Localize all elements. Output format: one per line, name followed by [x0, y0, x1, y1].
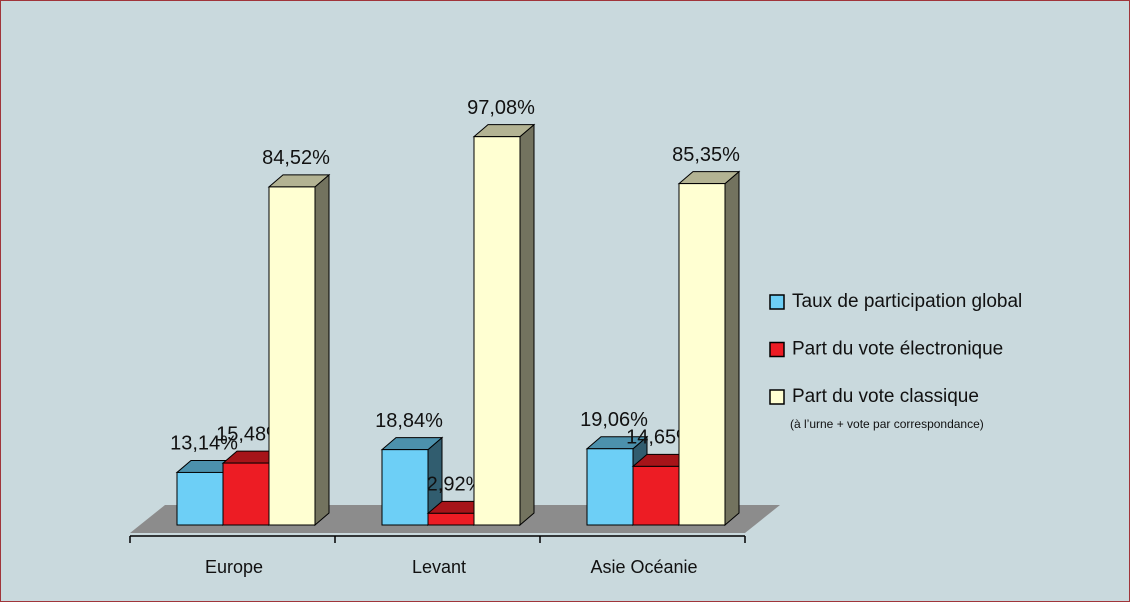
bar-front [473, 136, 521, 526]
legend-note: (à l’urne + vote par correspondance) [790, 417, 984, 431]
legend-swatch [769, 294, 785, 310]
legend-label: Part du vote classique [792, 386, 979, 407]
bar-front [586, 448, 634, 526]
bar-front [222, 462, 270, 526]
legend-swatch [769, 341, 785, 358]
x-tick-label: Levant [412, 557, 466, 577]
bar-front [632, 465, 680, 526]
x-tick-label: Europe [205, 557, 263, 577]
bar-front [678, 183, 726, 526]
bar [380, 436, 444, 527]
bar-side [519, 123, 535, 527]
data-label: 84,52% [262, 147, 330, 169]
data-label: 15,48% [216, 423, 284, 445]
x-tick-label: Asie Océanie [590, 557, 697, 577]
data-label: 14,65% [626, 427, 694, 449]
bar-front [381, 449, 429, 526]
data-label: 85,35% [672, 144, 740, 166]
legend-swatch [769, 389, 785, 405]
bar-side [724, 170, 740, 527]
bar [677, 170, 741, 527]
data-label: 2,92% [427, 474, 484, 496]
bar-front [176, 471, 224, 526]
bar-front [427, 512, 475, 526]
bar [267, 173, 331, 527]
bar-side [314, 173, 330, 527]
bar-front [268, 186, 316, 526]
legend-label: Taux de participation global [792, 291, 1022, 312]
data-label: 97,08% [467, 97, 535, 119]
data-label: 19,06% [580, 409, 648, 431]
bar [472, 123, 536, 527]
data-label: 13,14% [170, 433, 238, 455]
legend-label: Part du vote électronique [792, 339, 1003, 360]
data-label: 18,84% [375, 410, 443, 432]
